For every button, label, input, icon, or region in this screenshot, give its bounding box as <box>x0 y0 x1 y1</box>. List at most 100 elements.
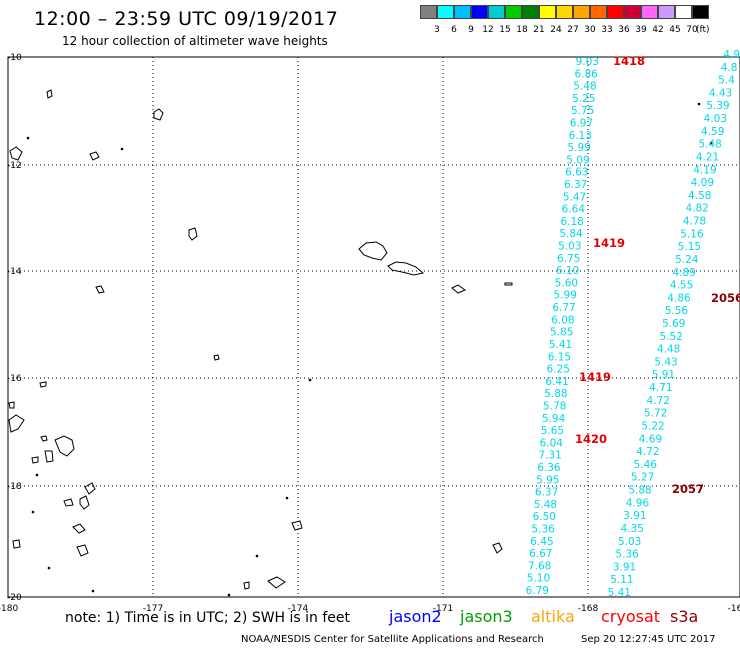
satellite-label: altika <box>531 607 575 626</box>
swh-value: 4.9 <box>723 49 740 61</box>
color-scale-label: 21 <box>533 25 545 35</box>
color-scale-label: 33 <box>601 25 613 35</box>
swh-value: 4.72 <box>636 446 659 458</box>
island-outline <box>8 401 15 409</box>
color-scale-label: 12 <box>482 25 494 35</box>
swh-value: 5.4 <box>718 75 735 87</box>
swh-value: 5.69 <box>662 318 685 330</box>
swh-value: 5.09 <box>566 154 589 166</box>
track-time-label: 2057 <box>672 482 704 496</box>
island-outline <box>76 544 89 557</box>
track-time-label: 1419 <box>579 370 611 384</box>
island-outline <box>40 435 48 442</box>
island-outline <box>492 542 503 554</box>
color-swatch <box>522 5 539 19</box>
island-dot <box>120 147 124 151</box>
generation-timestamp: Sep 20 12:27:45 UTC 2017 <box>581 634 716 645</box>
swh-value: 5.36 <box>531 523 555 535</box>
color-swatch <box>539 5 556 19</box>
swh-value: 6.50 <box>533 511 556 523</box>
swh-value: 7.68 <box>528 560 551 572</box>
island-dot <box>308 378 312 382</box>
color-swatch <box>454 5 471 19</box>
swh-value: 5.65 <box>541 425 564 437</box>
island-outline <box>504 282 513 286</box>
map-frame <box>7 56 740 598</box>
swh-value: 5.24 <box>675 254 699 266</box>
swh-value: 4.21 <box>696 151 719 163</box>
track-time-label: 1418 <box>613 54 645 68</box>
swh-value: 5.41 <box>608 587 631 599</box>
island-dot <box>47 566 51 570</box>
swh-value: 5.52 <box>660 331 683 343</box>
swh-value: 4.96 <box>626 497 650 509</box>
swh-value: 6.10 <box>556 265 579 277</box>
swh-value: 4.86 <box>667 292 691 304</box>
swh-value: 6.64 <box>562 204 586 216</box>
satellite-label: cryosat <box>601 607 661 626</box>
island-outline <box>451 284 467 294</box>
swh-value: 4.35 <box>621 523 644 535</box>
footer-note: note: 1) Time is in UTC; 2) SWH is in fe… <box>65 610 351 626</box>
swh-value: 6.75 <box>557 253 580 265</box>
swh-value: 6.08 <box>551 314 574 326</box>
color-swatch <box>505 5 522 19</box>
color-scale-label: 9 <box>468 25 474 35</box>
color-scale-label: 6 <box>451 25 457 35</box>
swh-value: 5.15 <box>678 241 701 253</box>
satellite-label: s3a <box>670 607 699 626</box>
swh-value: 5.84 <box>559 228 583 240</box>
color-swatch <box>675 5 692 19</box>
longitude-label: -174 <box>288 604 309 614</box>
color-swatch <box>556 5 573 19</box>
swh-value: 5.22 <box>641 420 664 432</box>
swh-value: 6.63 <box>565 167 588 179</box>
color-swatch <box>420 5 437 19</box>
swh-value: 6.37 <box>535 487 558 499</box>
swh-value: 6.25 <box>547 364 570 376</box>
swh-value: 4.69 <box>639 433 662 445</box>
satellite-label: jason2 <box>389 607 442 626</box>
swh-value: 5.48 <box>573 81 596 93</box>
island-dot <box>31 510 35 514</box>
color-scale-label: 15 <box>499 25 511 35</box>
island-dot <box>709 141 713 145</box>
island-outline <box>213 354 220 361</box>
swh-value: 5.46 <box>634 459 658 471</box>
island-outline <box>12 539 21 549</box>
swh-value: 5.10 <box>527 573 550 585</box>
latitude-label: -12 <box>7 161 22 171</box>
latitude-label: -10 <box>7 53 22 63</box>
island-dot <box>91 589 95 593</box>
island-outline <box>387 261 425 276</box>
color-swatch <box>641 5 658 19</box>
latitude-label: -14 <box>7 267 22 277</box>
swh-value: 5.39 <box>706 100 729 112</box>
swh-value: 4.89 <box>672 267 695 279</box>
swh-value: 5.99 <box>554 290 577 302</box>
swh-value: 4.09 <box>691 177 714 189</box>
color-scale-unit: (ft) <box>696 25 710 35</box>
color-swatch <box>437 5 454 19</box>
swh-value: 4.48 <box>657 344 680 356</box>
track-time-label: 1419 <box>593 236 625 250</box>
swh-value: 5.48 <box>698 139 721 151</box>
island-dot <box>35 473 39 477</box>
swh-value: 5.03 <box>558 241 581 253</box>
color-scale-label: 3 <box>434 25 440 35</box>
swh-value: 7.31 <box>538 450 561 462</box>
color-swatch <box>692 5 709 19</box>
longitude-label: -180 <box>0 604 18 614</box>
swh-value: 4.8 <box>721 62 738 74</box>
swh-value: 5.36 <box>615 549 639 561</box>
island-outline <box>89 151 100 161</box>
swh-value: 5.25 <box>572 93 595 105</box>
swh-value: 5.88 <box>628 485 651 497</box>
color-scale-label: 30 <box>584 25 596 35</box>
swh-value: 4.19 <box>693 164 716 176</box>
swh-value: 6.04 <box>540 437 564 449</box>
latitude-label: -16 <box>7 374 22 384</box>
swh-value: 5.03 <box>618 536 641 548</box>
color-swatch <box>607 5 624 19</box>
